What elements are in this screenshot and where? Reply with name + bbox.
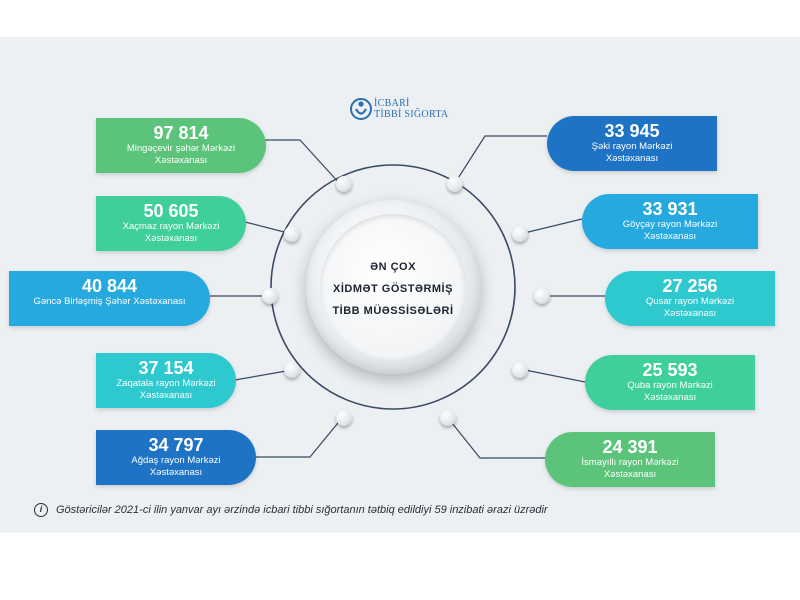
stat-box-right-1: 33 945 Şəki rayon Mərkəzi Xəstəxanası [547, 116, 717, 171]
stat-value: 34 797 [148, 435, 204, 455]
center-title: ƏN ÇOX XİDMƏT GÖSTƏRMİŞ TİBB MÜƏSSİSƏLƏR… [320, 256, 466, 322]
center-title-line-1: ƏN ÇOX [370, 261, 416, 273]
stat-box-right-2: 33 931 Göyçay rayon Mərkəzi Xəstəxanası [582, 194, 758, 249]
stat-box-left-1: 97 814 Mingəçevir şəhər Mərkəzi Xəstəxan… [96, 118, 266, 173]
stat-label: Göyçay rayon Mərkəzi Xəstəxanası [622, 219, 718, 242]
ring-node [447, 176, 463, 192]
stat-value: 40 844 [81, 276, 138, 296]
ring-node [512, 226, 528, 242]
center-title-line-3: TİBB MÜƏSSİSƏLƏRİ [332, 305, 454, 317]
stat-value: 24 391 [602, 437, 658, 457]
stat-value: 97 814 [153, 123, 209, 143]
stat-box-left-4: 37 154 Zaqatala rayon Mərkəzi Xəstəxanas… [96, 353, 236, 408]
footer-note: i Göstəricilər 2021-ci ilin yanvar ayı ə… [34, 502, 774, 518]
stat-box-right-4: 25 593 Quba rayon Mərkəzi Xəstəxanası [585, 355, 755, 410]
stat-value: 25 593 [642, 360, 698, 380]
center-circle-inner [320, 214, 466, 360]
stat-value: 33 931 [642, 199, 698, 219]
ring-node [534, 288, 550, 304]
ring-node [336, 176, 352, 192]
stat-value: 50 605 [143, 201, 199, 221]
logo-text: İCBARİ TİBBİ SIĞORTA [374, 98, 448, 120]
info-icon: i [34, 503, 48, 517]
stat-label: Mingəçevir şəhər Mərkəzi Xəstəxanası [126, 143, 236, 166]
ring-node [284, 226, 300, 242]
logo-line-1: İCBARİ [374, 98, 410, 109]
center-title-line-2: XİDMƏT GÖSTƏRMİŞ [333, 283, 453, 295]
logo: İCBARİ TİBBİ SIĞORTA [350, 96, 470, 124]
ring-node [284, 362, 300, 378]
footer-text: Göstəricilər 2021-ci ilin yanvar ayı ərz… [56, 504, 548, 516]
stat-box-left-5: 34 797 Ağdaş rayon Mərkəzi Xəstəxanası [96, 430, 256, 485]
stat-box-left-2: 50 605 Xaçmaz rayon Mərkəzi Xəstəxanası [96, 196, 246, 251]
stat-label: İsmayıllı rayon Mərkəzi Xəstəxanası [581, 457, 679, 480]
stat-label: Zaqatala rayon Mərkəzi Xəstəxanası [116, 378, 216, 401]
ring-node [440, 410, 456, 426]
stat-value: 33 945 [604, 121, 660, 141]
stat-box-right-5: 24 391 İsmayıllı rayon Mərkəzi Xəstəxana… [545, 432, 715, 487]
stat-box-left-3: 40 844 Gəncə Birləşmiş Şəhər Xəstəxanası [9, 271, 210, 326]
stat-value: 27 256 [662, 276, 718, 296]
logo-icon [350, 98, 372, 120]
stat-value: 37 154 [138, 358, 194, 378]
stat-label: Gəncə Birləşmiş Şəhər Xəstəxanası [33, 296, 186, 307]
logo-line-2: TİBBİ SIĞORTA [374, 109, 449, 120]
ring-node [336, 410, 352, 426]
stat-label: Ağdaş rayon Mərkəzi Xəstəxanası [131, 455, 221, 478]
stat-box-right-3: 27 256 Qusar rayon Mərkəzi Xəstəxanası [605, 271, 775, 326]
stat-label: Şəki rayon Mərkəzi Xəstəxanası [591, 141, 673, 164]
stat-label: Quba rayon Mərkəzi Xəstəxanası [627, 380, 713, 403]
stat-label: Qusar rayon Mərkəzi Xəstəxanası [645, 296, 735, 319]
stat-label: Xaçmaz rayon Mərkəzi Xəstəxanası [122, 221, 220, 244]
ring-node [512, 362, 528, 378]
ring-node [262, 288, 278, 304]
